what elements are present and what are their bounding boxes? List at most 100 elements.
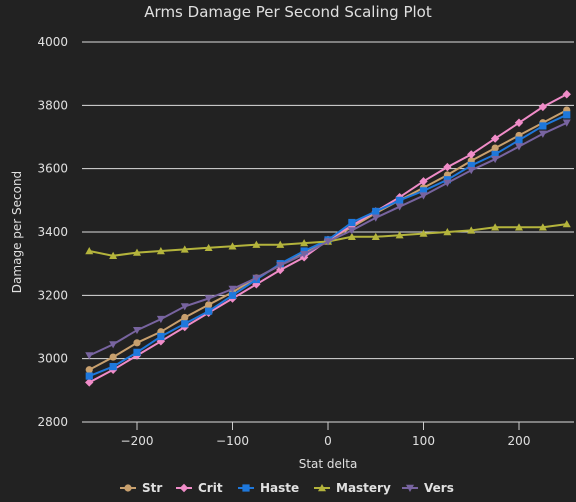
data-point-mastery[interactable] bbox=[371, 232, 380, 240]
data-point-haste[interactable] bbox=[85, 372, 93, 380]
data-point-vers[interactable] bbox=[538, 130, 547, 138]
data-point-vers[interactable] bbox=[109, 341, 118, 349]
legend-marker-vers bbox=[406, 484, 414, 492]
legend-marker-mastery bbox=[318, 484, 326, 492]
data-point-vers[interactable] bbox=[133, 326, 141, 335]
legend-item-mastery[interactable]: Mastery bbox=[314, 481, 391, 495]
data-point-haste[interactable] bbox=[396, 196, 404, 204]
data-point-vers[interactable] bbox=[371, 214, 380, 222]
data-point-mastery[interactable] bbox=[419, 229, 428, 237]
data-point-mastery[interactable] bbox=[395, 231, 404, 239]
data-point-str[interactable] bbox=[181, 313, 189, 322]
data-point-haste[interactable] bbox=[157, 332, 165, 341]
data-point-mastery[interactable] bbox=[562, 220, 571, 228]
data-point-crit[interactable] bbox=[443, 162, 452, 172]
data-point-haste[interactable] bbox=[133, 348, 141, 356]
y-tick-label: 3600 bbox=[37, 162, 68, 176]
data-point-vers[interactable] bbox=[515, 143, 523, 151]
data-point-crit[interactable] bbox=[514, 118, 524, 127]
data-point-str[interactable] bbox=[109, 353, 117, 361]
y-tick-label: 3800 bbox=[37, 98, 68, 112]
data-point-crit[interactable] bbox=[419, 177, 428, 186]
data-point-haste[interactable] bbox=[348, 218, 356, 227]
legend-label-crit: Crit bbox=[198, 481, 223, 495]
data-point-mastery[interactable] bbox=[347, 232, 356, 240]
data-point-haste[interactable] bbox=[205, 307, 213, 315]
data-point-haste[interactable] bbox=[467, 161, 475, 170]
data-point-vers[interactable] bbox=[156, 315, 165, 324]
data-point-vers[interactable] bbox=[324, 238, 332, 246]
data-point-crit[interactable] bbox=[467, 150, 476, 159]
y-tick-label: 3400 bbox=[37, 225, 68, 239]
data-point-haste[interactable] bbox=[228, 291, 237, 299]
legend-marker-str bbox=[124, 484, 132, 492]
data-point-mastery[interactable] bbox=[300, 239, 309, 247]
data-point-mastery[interactable] bbox=[276, 240, 285, 248]
legend-label-vers: Vers bbox=[424, 481, 454, 495]
legend-marker-haste bbox=[242, 484, 250, 492]
data-point-mastery[interactable] bbox=[156, 247, 165, 255]
data-point-haste[interactable] bbox=[419, 187, 428, 195]
data-point-vers[interactable] bbox=[300, 250, 309, 259]
axis-layer: 2800 3000 3200 3400 3600 3800 4000 −200 −100 0 100… bbox=[37, 35, 530, 448]
data-point-vers[interactable] bbox=[562, 119, 571, 127]
data-point-str[interactable] bbox=[133, 339, 141, 347]
data-point-crit[interactable] bbox=[276, 265, 285, 275]
data-point-mastery[interactable] bbox=[228, 242, 237, 250]
legend-item-haste[interactable]: Haste bbox=[238, 481, 299, 495]
x-tick-label: 100 bbox=[412, 434, 435, 448]
data-point-str[interactable] bbox=[205, 301, 213, 309]
data-point-mastery[interactable] bbox=[85, 247, 94, 255]
data-point-mastery[interactable] bbox=[538, 223, 547, 231]
data-point-haste[interactable] bbox=[539, 122, 547, 130]
data-point-haste[interactable] bbox=[491, 150, 499, 159]
data-point-mastery[interactable] bbox=[133, 248, 141, 256]
data-point-crit[interactable] bbox=[562, 90, 571, 99]
data-point-vers[interactable] bbox=[467, 167, 476, 175]
grid-layer bbox=[82, 41, 574, 423]
data-point-crit[interactable] bbox=[85, 378, 94, 387]
data-point-vers[interactable] bbox=[491, 155, 500, 164]
legend-item-crit[interactable]: Crit bbox=[176, 481, 223, 495]
x-tick-label: 200 bbox=[508, 434, 531, 448]
data-point-vers[interactable] bbox=[85, 352, 94, 360]
data-point-mastery[interactable] bbox=[467, 226, 476, 234]
data-point-vers[interactable] bbox=[443, 179, 452, 187]
data-point-crit[interactable] bbox=[490, 134, 500, 143]
data-point-mastery[interactable] bbox=[515, 223, 523, 231]
data-point-vers[interactable] bbox=[276, 262, 285, 270]
data-point-mastery[interactable] bbox=[109, 251, 118, 259]
data-point-haste[interactable] bbox=[563, 111, 571, 119]
series-vers bbox=[85, 119, 571, 360]
data-point-vers[interactable] bbox=[347, 227, 356, 235]
data-point-crit[interactable] bbox=[156, 337, 166, 346]
data-point-vers[interactable] bbox=[204, 295, 213, 303]
data-point-vers[interactable] bbox=[252, 274, 261, 282]
legend-item-str[interactable]: Str bbox=[120, 481, 162, 495]
series-layer bbox=[85, 90, 571, 387]
data-point-mastery[interactable] bbox=[204, 243, 213, 252]
legend-label-str: Str bbox=[142, 481, 162, 495]
legend[interactable]: Str Crit Haste Mastery Vers bbox=[120, 481, 454, 495]
y-tick-label: 2800 bbox=[37, 415, 68, 429]
x-tick-label: −200 bbox=[121, 434, 154, 448]
data-point-vers[interactable] bbox=[419, 192, 428, 200]
data-point-haste[interactable] bbox=[109, 362, 117, 371]
legend-label-haste: Haste bbox=[260, 481, 299, 495]
data-point-haste[interactable] bbox=[372, 207, 380, 216]
data-point-mastery[interactable] bbox=[491, 223, 500, 231]
data-point-haste[interactable] bbox=[181, 320, 189, 328]
data-point-vers[interactable] bbox=[395, 203, 404, 211]
data-point-str[interactable] bbox=[85, 366, 93, 374]
data-point-mastery[interactable] bbox=[252, 240, 261, 248]
data-point-vers[interactable] bbox=[228, 285, 237, 293]
data-point-crit[interactable] bbox=[538, 102, 548, 112]
data-point-mastery[interactable] bbox=[443, 228, 452, 236]
data-point-haste[interactable] bbox=[515, 136, 523, 144]
legend-item-vers[interactable]: Vers bbox=[402, 481, 454, 495]
data-point-mastery[interactable] bbox=[180, 245, 189, 253]
data-point-vers[interactable] bbox=[180, 303, 189, 311]
data-point-str[interactable] bbox=[491, 144, 499, 152]
